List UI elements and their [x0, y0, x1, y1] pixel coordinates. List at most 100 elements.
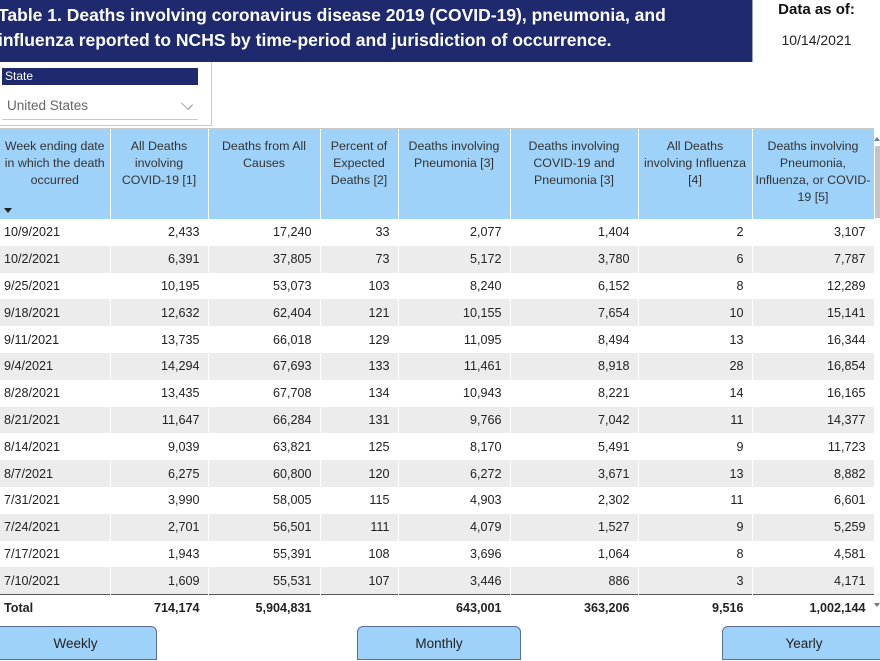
table-row[interactable]: 10/2/2021 6,391 37,805 73 5,172 3,780 6 7,787 [0, 245, 875, 273]
as-of-label: Data as of: [778, 1, 855, 18]
state-dropdown[interactable]: United States [2, 92, 198, 120]
table-cell: 4,581 [752, 540, 875, 568]
column-header-covid-and-pneumonia[interactable]: Deaths involving COVID-19 and Pneumonia … [510, 129, 639, 219]
table-row[interactable]: 7/10/2021 1,609 55,531 107 3,446 886 3 4,171 [0, 567, 875, 595]
table-row[interactable]: 8/7/2021 6,275 60,800 120 6,272 3,671 13 8,882 [0, 460, 875, 487]
table-row[interactable]: 9/4/2021 14,294 67,693 133 11,461 8,918 28 16,8… [0, 352, 875, 380]
table-cell: 2,302 [510, 486, 639, 514]
table-cell: 13 [638, 460, 753, 487]
table-cell: 3 [638, 567, 753, 595]
column-header-pic[interactable]: Deaths involving Pneumonia, Influenza, o… [752, 129, 875, 219]
table-cell: 5,259 [752, 513, 875, 541]
table-cell: 3,107 [752, 219, 875, 246]
table-cell: 7/24/2021 [0, 513, 111, 541]
table-cell: 12,632 [110, 299, 209, 327]
table-cell: 10,155 [398, 299, 511, 327]
table-cell: 886 [510, 567, 639, 595]
table-cell: 8/7/2021 [0, 460, 111, 487]
column-header-week-ending[interactable]: Week ending date in which the death occu… [0, 129, 111, 219]
table-cell: 56,501 [208, 513, 321, 541]
table-cell: 2,077 [398, 219, 511, 246]
deaths-table-container: Week ending date in which the death occu… [0, 128, 875, 624]
table-cell: 6,152 [510, 272, 639, 300]
table-cell: 66,018 [208, 326, 321, 353]
table-cell: 16,165 [752, 379, 875, 407]
table-cell: 33 [320, 219, 399, 246]
table-row[interactable]: 8/21/2021 11,647 66,284 131 9,766 7,042 11 14,3… [0, 406, 875, 434]
table-cell: 108 [320, 540, 399, 568]
table-cell: 8,221 [510, 379, 639, 407]
table-row[interactable]: 8/14/2021 9,039 63,821 125 8,170 5,491 9 11,723 [0, 433, 875, 461]
table-cell: 9/4/2021 [0, 352, 111, 380]
table-cell: 10,195 [110, 272, 209, 300]
table-cell: 8/14/2021 [0, 433, 111, 461]
column-header-covid-deaths[interactable]: All Deaths involving COVID-19 [1] [110, 129, 209, 219]
table-cell: 8,170 [398, 433, 511, 461]
title-line-1: Table 1. Deaths involving coronavirus di… [0, 5, 666, 25]
table-cell: 13,435 [110, 379, 209, 407]
scroll-down-arrow-icon[interactable] [874, 603, 880, 607]
table-cell: 7,042 [510, 406, 639, 434]
table-cell: 73 [320, 245, 399, 273]
column-header-influenza[interactable]: All Deaths involving Influenza [4] [638, 129, 753, 219]
column-header-pneumonia[interactable]: Deaths involving Pneumonia [3] [398, 129, 511, 219]
table-cell: 9,039 [110, 433, 209, 461]
table-row[interactable]: 7/17/2021 1,943 55,391 108 3,696 1,064 8 4,581 [0, 540, 875, 568]
table-cell: 11,461 [398, 352, 511, 380]
data-as-of-card: Data as of: 10/14/2021 [752, 0, 880, 62]
table-cell: 111 [320, 513, 399, 541]
table-cell: 125 [320, 433, 399, 461]
table-cell: 11,095 [398, 326, 511, 353]
table-cell: 11 [638, 486, 753, 514]
vertical-scrollbar-thumb[interactable] [875, 146, 880, 218]
table-row[interactable]: 9/25/2021 10,195 53,073 103 8,240 6,152 8 12,28… [0, 272, 875, 300]
table-cell: 63,821 [208, 433, 321, 461]
table-cell: 13,735 [110, 326, 209, 353]
table-cell: 6,272 [398, 460, 511, 487]
table-cell: 2,433 [110, 219, 209, 246]
report-title: Table 1. Deaths involving coronavirus di… [0, 0, 752, 62]
table-cell: 8,882 [752, 460, 875, 487]
scroll-up-arrow-icon[interactable] [874, 137, 880, 141]
table-cell: 11,647 [110, 406, 209, 434]
table-cell: 2,701 [110, 513, 209, 541]
table-cell: 55,391 [208, 540, 321, 568]
table-cell: 62,404 [208, 299, 321, 327]
table-cell: 9 [638, 513, 753, 541]
table-row[interactable]: 7/24/2021 2,701 56,501 111 4,079 1,527 9 5,259 [0, 513, 875, 541]
total-cell: 363,206 [510, 593, 639, 623]
state-dropdown-value: United States [7, 98, 89, 113]
total-cell: 5,904,831 [208, 593, 321, 623]
table-row[interactable]: 7/31/2021 3,990 58,005 115 4,903 2,302 11 6,601 [0, 486, 875, 514]
table-cell: 10,943 [398, 379, 511, 407]
table-row[interactable]: 8/28/2021 13,435 67,708 134 10,943 8,221 14 16,… [0, 379, 875, 407]
table-cell: 4,079 [398, 513, 511, 541]
table-cell: 8 [638, 540, 753, 568]
table-cell: 1,943 [110, 540, 209, 568]
table-row[interactable]: 10/9/2021 2,433 17,240 33 2,077 1,404 2 3,107 [0, 219, 875, 246]
table-row[interactable]: 9/11/2021 13,735 66,018 129 11,095 8,494 13 16,… [0, 326, 875, 353]
table-cell: 7/17/2021 [0, 540, 111, 568]
state-slicer: State United States [0, 62, 212, 126]
table-cell: 14,377 [752, 406, 875, 434]
table-cell: 3,671 [510, 460, 639, 487]
table-cell: 7/31/2021 [0, 486, 111, 514]
table-cell: 7/10/2021 [0, 567, 111, 595]
monthly-button[interactable]: Monthly [357, 626, 521, 660]
table-cell: 4,171 [752, 567, 875, 595]
yearly-button[interactable]: Yearly [722, 626, 880, 660]
table-cell: 10/9/2021 [0, 219, 111, 246]
total-cell [320, 593, 399, 623]
table-cell: 1,609 [110, 567, 209, 595]
table-total-row: Total 714,174 5,904,831 643,001 363,206 9,516… [0, 593, 875, 623]
table-cell: 1,064 [510, 540, 639, 568]
table-row[interactable]: 9/18/2021 12,632 62,404 121 10,155 7,654 10 15,… [0, 299, 875, 327]
weekly-button[interactable]: Weekly [0, 626, 157, 660]
table-cell: 9,766 [398, 406, 511, 434]
table-cell: 134 [320, 379, 399, 407]
column-header-all-causes[interactable]: Deaths from All Causes [208, 129, 321, 219]
column-header-percent-expected[interactable]: Percent of Expected Deaths [2] [320, 129, 399, 219]
table-cell: 121 [320, 299, 399, 327]
table-cell: 28 [638, 352, 753, 380]
chevron-down-icon [180, 97, 194, 111]
